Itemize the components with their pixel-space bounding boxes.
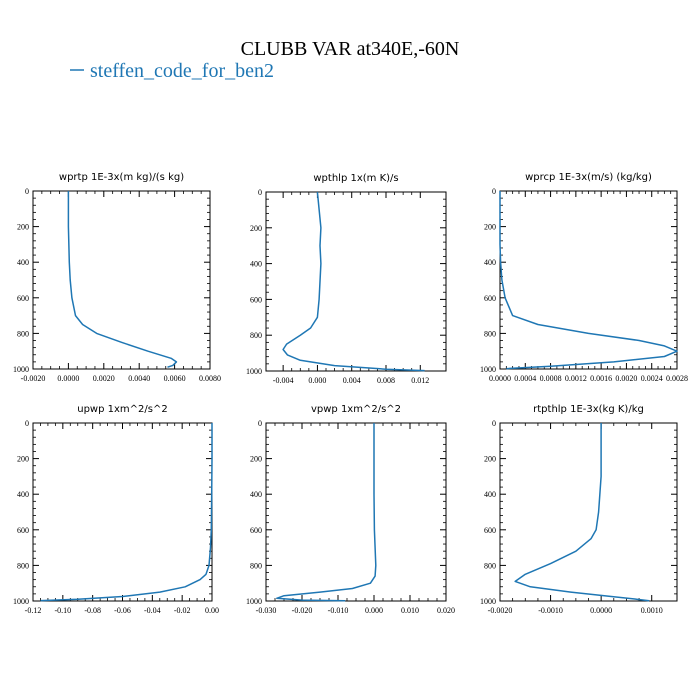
series-line: [514, 423, 650, 602]
x-tick-label: 0.004: [343, 376, 361, 385]
x-tick-label: 0.0000: [489, 374, 511, 383]
y-tick-label: 400: [17, 258, 29, 267]
x-tick-label: -0.004: [273, 376, 294, 385]
y-tick-label: 800: [250, 561, 262, 570]
y-tick-label: 400: [250, 260, 262, 269]
plot-frame: [265, 191, 447, 372]
x-tick-label: 0.0000: [590, 606, 612, 615]
y-tick-label: 600: [484, 294, 496, 303]
y-tick-label: 600: [484, 526, 496, 535]
y-tick-label: 600: [17, 294, 29, 303]
x-tick-label: -0.0010: [538, 606, 563, 615]
x-tick-label: -0.02: [174, 606, 191, 615]
panel-title: vpwp 1xm^2/s^2: [311, 404, 401, 415]
x-tick-label: 0.0040: [128, 374, 150, 383]
x-tick-label: -0.010: [328, 606, 349, 615]
y-tick-label: 400: [17, 490, 29, 499]
y-tick-label: 800: [17, 561, 29, 570]
panel: wprcp 1E-3x(m/s) (kg/kg) 0.0000 0.0004 0.00…: [480, 172, 688, 383]
y-tick-label: 200: [250, 224, 262, 233]
plot-frame: [32, 422, 213, 602]
x-tick-label: -0.030: [256, 606, 277, 615]
x-tick-label: -0.0020: [21, 374, 46, 383]
y-tick-label: 200: [484, 223, 496, 232]
x-tick-label: -0.06: [114, 606, 131, 615]
plot-frame: [265, 422, 447, 602]
x-tick-label: -0.04: [144, 606, 161, 615]
x-tick-label: 0.0010: [641, 606, 663, 615]
y-tick-label: 1000: [480, 597, 496, 606]
panel-title: rtpthlp 1E-3x(kg K)/kg: [533, 404, 644, 415]
x-tick-label: 0.0060: [164, 374, 186, 383]
figure-title: CLUBB VAR at340E,-60N: [241, 38, 460, 60]
x-tick-label: 0.00: [205, 606, 219, 615]
panel-title: wprcp 1E-3x(m/s) (kg/kg): [525, 172, 652, 183]
y-tick-label: 600: [17, 526, 29, 535]
panel-title: wprtp 1E-3x(m kg)/(s kg): [59, 172, 184, 183]
y-tick-label: 600: [250, 526, 262, 535]
x-tick-label: -0.10: [54, 606, 71, 615]
x-tick-label: 0.0020: [93, 374, 115, 383]
x-tick-label: 0.0016: [590, 374, 612, 383]
y-tick-label: 200: [250, 455, 262, 464]
x-tick-label: 0.0000: [57, 374, 79, 383]
y-tick-label: 1000: [13, 365, 29, 374]
y-tick-label: 200: [17, 455, 29, 464]
series-line: [282, 191, 425, 372]
x-tick-label: 0.0004: [514, 374, 536, 383]
y-tick-label: 0: [25, 187, 29, 196]
y-tick-label: 800: [484, 329, 496, 338]
y-tick-label: 400: [484, 258, 496, 267]
y-tick-label: 1000: [246, 367, 262, 376]
series-line: [276, 423, 377, 602]
x-tick-label: 0.000: [308, 376, 326, 385]
x-tick-label: 0.008: [377, 376, 395, 385]
x-tick-label: -0.12: [25, 606, 42, 615]
x-tick-label: 0.0028: [666, 374, 688, 383]
y-tick-label: 0: [258, 188, 262, 197]
x-tick-label: 0.0020: [615, 374, 637, 383]
y-tick-label: 800: [484, 561, 496, 570]
y-tick-label: 0: [258, 419, 262, 428]
y-tick-label: 1000: [246, 597, 262, 606]
y-tick-label: 0: [25, 419, 29, 428]
y-tick-label: 800: [250, 331, 262, 340]
panel: wprtp 1E-3x(m kg)/(s kg) -0.0020 0.0000 0.0…: [13, 172, 221, 383]
series-line: [499, 191, 678, 370]
x-tick-label: 0.0080: [199, 374, 221, 383]
y-tick-label: 400: [250, 490, 262, 499]
series-line: [40, 423, 213, 602]
y-tick-label: 600: [250, 295, 262, 304]
panel: vpwp 1xm^2/s^2 -0.030 -0.020 -0.010 0.000 0.0…: [246, 404, 455, 615]
panel-title: wpthlp 1x(m K)/s: [313, 173, 398, 184]
x-tick-label: -0.08: [84, 606, 101, 615]
x-tick-label: 0.000: [365, 606, 383, 615]
y-tick-label: 1000: [13, 597, 29, 606]
panel: rtpthlp 1E-3x(kg K)/kg -0.0020 -0.0010 0.00…: [480, 404, 678, 615]
y-tick-label: 200: [484, 455, 496, 464]
y-tick-label: 1000: [480, 365, 496, 374]
y-tick-label: 200: [17, 223, 29, 232]
y-tick-label: 0: [492, 419, 496, 428]
panels: wprtp 1E-3x(m kg)/(s kg)-0.0020 0.0000 0.0…: [13, 172, 688, 615]
x-tick-label: 0.010: [401, 606, 419, 615]
x-tick-label: 0.0008: [540, 374, 562, 383]
x-tick-label: 0.012: [411, 376, 429, 385]
legend-label: steffen_code_for_ben2: [90, 60, 274, 82]
y-tick-label: 400: [484, 490, 496, 499]
x-tick-label: -0.0020: [488, 606, 513, 615]
panel: upwp 1xm^2/s^2 -0.12 -0.10 -0.08 -0.06 -0.04 -…: [13, 404, 219, 615]
panel-title: upwp 1xm^2/s^2: [77, 404, 167, 415]
series-line: [67, 191, 178, 368]
x-tick-label: 0.0024: [641, 374, 663, 383]
y-tick-label: 800: [17, 329, 29, 338]
x-tick-label: -0.020: [292, 606, 313, 615]
x-tick-label: 0.0012: [565, 374, 587, 383]
x-tick-label: 0.020: [437, 606, 455, 615]
y-tick-label: 0: [492, 187, 496, 196]
panel: wpthlp 1x(m K)/s -0.004 0.000 0.004 0.008 0.0…: [246, 173, 447, 385]
